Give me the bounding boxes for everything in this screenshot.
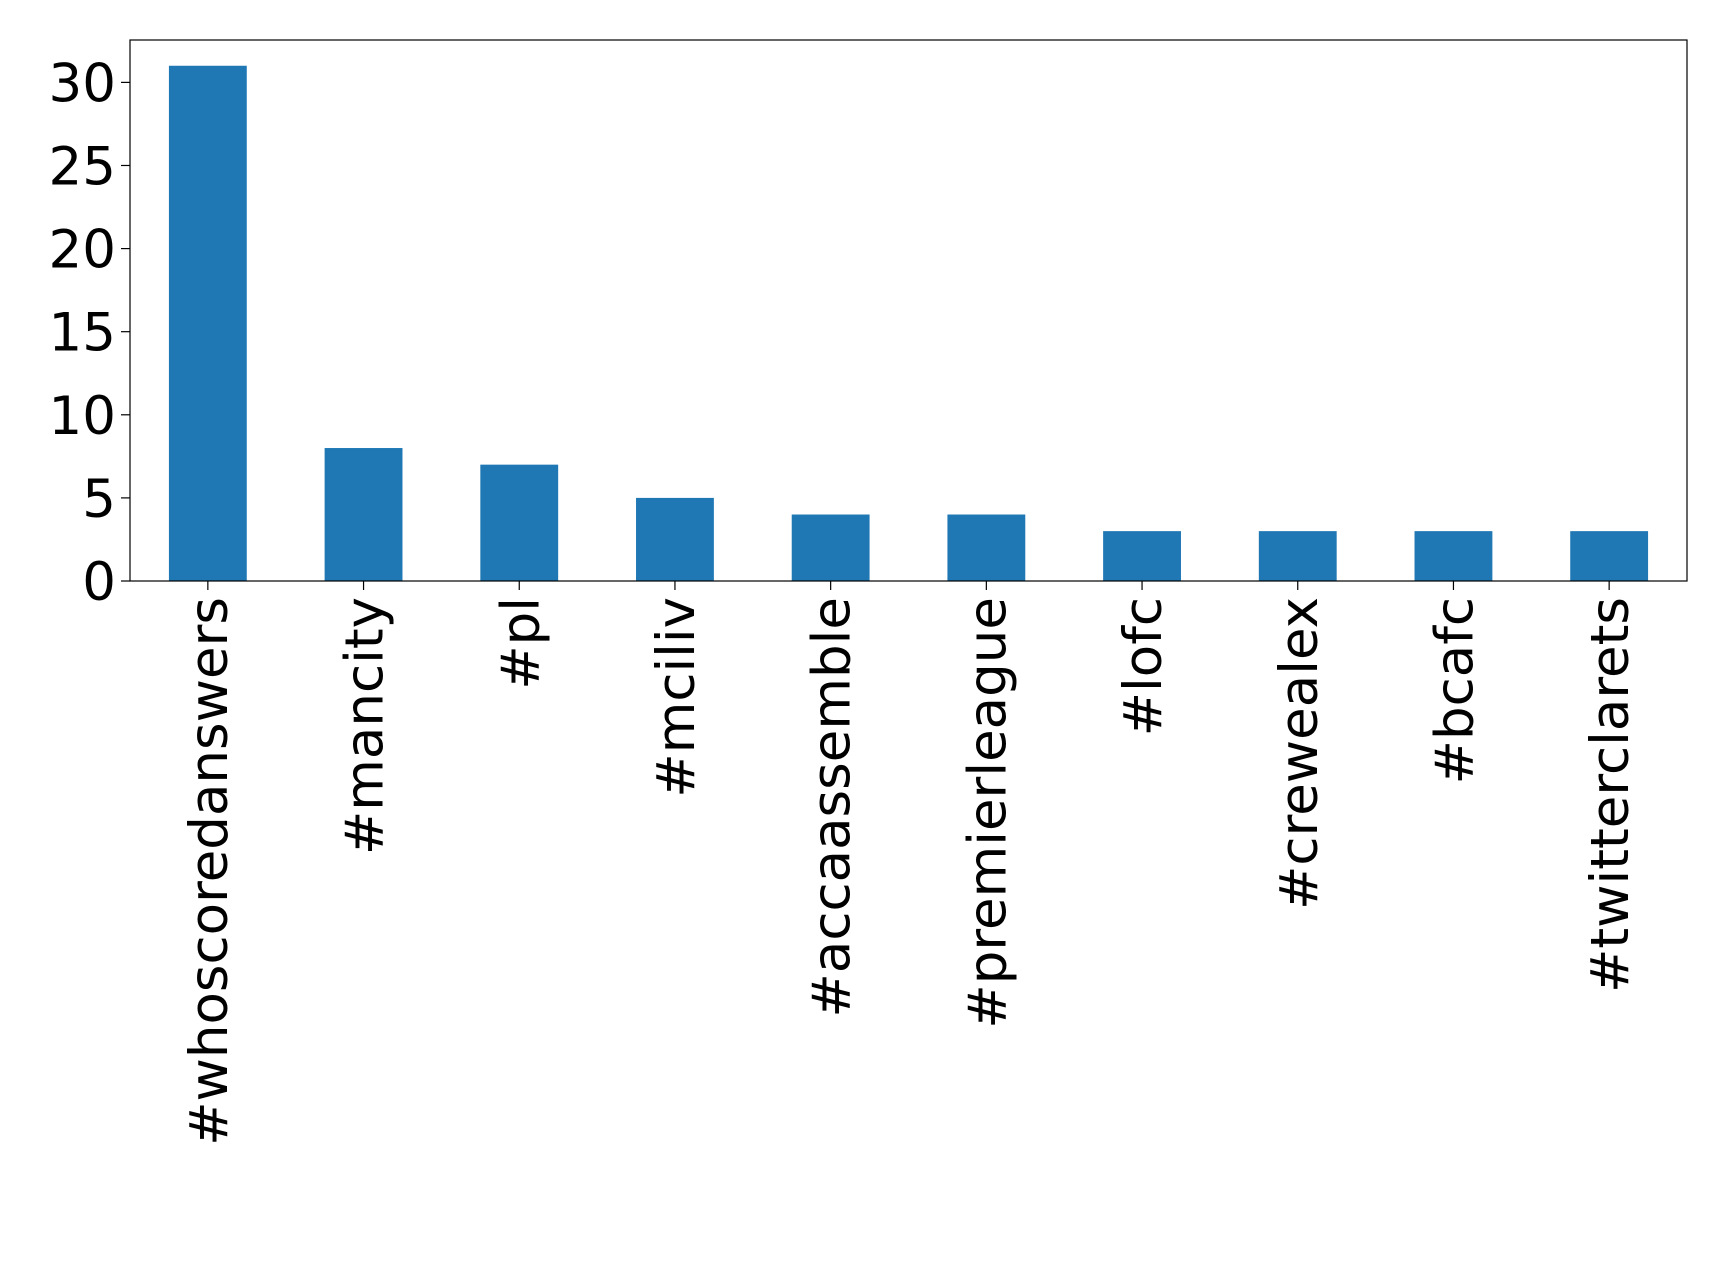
y-tick-label: 15 xyxy=(49,303,116,364)
bar xyxy=(791,514,870,581)
x-tick-label: #mancity xyxy=(335,597,396,855)
plot-frame xyxy=(129,39,1688,582)
y-tick-label: 20 xyxy=(49,220,116,281)
bar xyxy=(168,65,247,581)
x-tick-label: #crewealex xyxy=(1269,597,1330,910)
x-tick-label: #twitterclarets xyxy=(1580,597,1641,993)
y-tick-label: 30 xyxy=(49,53,116,114)
x-tick-label: #bcafc xyxy=(1424,597,1485,784)
x-tick-label: #whoscoredanswers xyxy=(179,597,240,1146)
bar xyxy=(636,497,714,581)
x-tick-label: #pl xyxy=(490,597,551,690)
bar xyxy=(324,448,403,581)
bar xyxy=(1570,531,1649,581)
x-tick-label: #mciliv xyxy=(646,597,707,798)
y-tick-label: 0 xyxy=(82,552,116,613)
y-tick-label: 25 xyxy=(49,136,116,197)
x-tick-label: #lofc xyxy=(1113,597,1174,736)
bar xyxy=(1103,531,1181,581)
bar xyxy=(1258,531,1337,581)
x-tick-label: #accaassemble xyxy=(802,597,863,1018)
bar xyxy=(480,464,559,581)
bar xyxy=(1414,531,1493,581)
bar xyxy=(947,514,1026,581)
y-tick-label: 5 xyxy=(82,469,116,530)
y-tick-label: 10 xyxy=(49,386,116,447)
x-tick-label: #premierleague xyxy=(957,597,1018,1029)
